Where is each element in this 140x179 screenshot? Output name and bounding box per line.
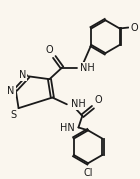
Text: O: O [130,23,138,33]
Text: NH: NH [80,63,95,73]
Text: S: S [10,110,17,120]
Text: N: N [19,70,26,80]
Text: NH: NH [71,99,85,109]
Text: HN: HN [60,124,75,133]
Text: O: O [95,95,102,105]
Text: O: O [46,45,53,55]
Text: Cl: Cl [83,168,93,178]
Text: N: N [7,86,15,96]
